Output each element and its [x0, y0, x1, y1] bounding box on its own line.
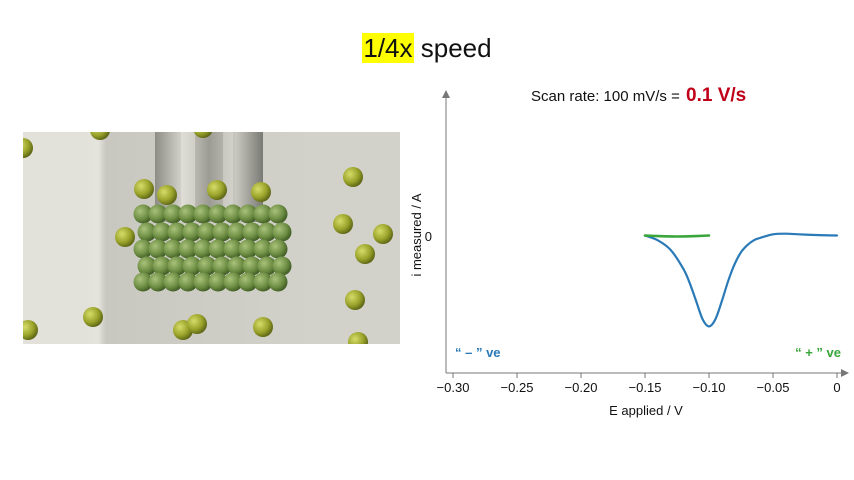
x-tick-label: −0.25: [501, 380, 534, 395]
free-particle: [345, 290, 365, 310]
scan-rate-text: Scan rate: 100 mV/s =: [531, 88, 680, 105]
free-particle: [333, 214, 353, 234]
deposited-particle: [167, 256, 187, 276]
deposited-particle: [268, 272, 288, 292]
free-particle: [23, 138, 33, 158]
deposited-particle: [197, 222, 217, 242]
deposited-particle: [208, 204, 228, 224]
x-tick-label: 0: [833, 380, 840, 395]
free-particle: [348, 332, 368, 344]
negative-annotation: “ – ” ve: [455, 345, 501, 360]
deposited-particle: [227, 222, 247, 242]
free-particle: [23, 320, 38, 340]
free-particle: [115, 227, 135, 247]
speed-factor: 1/4x: [362, 33, 414, 63]
free-particle: [251, 182, 271, 202]
deposited-particle: [148, 272, 168, 292]
deposited-particle: [137, 222, 157, 242]
free-particles: [23, 132, 393, 344]
deposited-particle: [163, 204, 183, 224]
deposited-particle: [238, 272, 258, 292]
deposited-particle: [163, 239, 183, 259]
deposited-particle: [253, 272, 273, 292]
deposited-particle: [137, 256, 157, 276]
deposited-particle: [223, 272, 243, 292]
deposited-particle: [227, 256, 247, 276]
deposited-particle: [133, 272, 153, 292]
deposited-particle: [182, 256, 202, 276]
x-tick-label: −0.15: [629, 380, 662, 395]
deposited-particle: [152, 256, 172, 276]
free-particle: [343, 167, 363, 187]
free-particle: [373, 224, 393, 244]
deposited-particle: [148, 239, 168, 259]
electrode-rod-highlight: [181, 132, 195, 222]
cyclic-voltammogram: −0.30 −0.25 −0.20 −0.15 −0.10 −0.05 0 0 i meas…: [409, 90, 849, 418]
free-particle: [157, 185, 177, 205]
deposited-particle: [152, 222, 172, 242]
deposited-particle: [272, 256, 292, 276]
scan-rate-value: 0.1 V/s: [686, 85, 747, 106]
x-axis-arrow: [841, 369, 849, 377]
electrode-rod-highlight: [223, 132, 233, 222]
deposited-particle: [208, 272, 228, 292]
deposited-particle: [148, 204, 168, 224]
deposited-particle: [178, 204, 198, 224]
deposited-particle: [242, 256, 262, 276]
deposited-particle: [193, 272, 213, 292]
deposited-particle: [253, 239, 273, 259]
deposited-particle: [223, 239, 243, 259]
deposited-particle: [272, 222, 292, 242]
free-particle: [207, 180, 227, 200]
speed-title: 1/4x speed: [0, 33, 854, 64]
x-tick-label: −0.10: [693, 380, 726, 395]
y-zero-label: 0: [425, 229, 432, 244]
scan-rate-label: Scan rate: 100 mV/s = 0.1 V/s: [531, 85, 746, 107]
deposited-particle: [242, 222, 262, 242]
deposited-particle: [193, 239, 213, 259]
deposited-particle: [163, 272, 183, 292]
deposited-particle: [223, 204, 243, 224]
deposited-particle: [133, 239, 153, 259]
deposited-particle: [133, 204, 153, 224]
deposited-particle: [238, 239, 258, 259]
background-panel: [23, 132, 83, 344]
x-tick-label: −0.20: [565, 380, 598, 395]
speed-word: speed: [420, 33, 492, 63]
deposited-particle: [212, 256, 232, 276]
deposited-particle: [268, 239, 288, 259]
plot-area: [643, 232, 839, 328]
free-particle: [193, 132, 213, 138]
free-particle: [134, 179, 154, 199]
x-ticks: −0.30 −0.25 −0.20 −0.15 −0.10 −0.05 0: [437, 373, 841, 395]
deposit-cluster: [133, 204, 292, 292]
deposited-particle: [212, 222, 232, 242]
electrode-scene: [23, 132, 400, 344]
x-tick-label: −0.05: [757, 380, 790, 395]
deposited-particle: [167, 222, 187, 242]
free-particle: [355, 244, 375, 264]
series-line: [643, 232, 839, 328]
free-particle: [90, 132, 110, 140]
x-axis-label: E applied / V: [609, 403, 683, 418]
y-axis-label: i measured / A: [409, 193, 424, 276]
deposited-particle: [178, 239, 198, 259]
deposited-particle: [197, 256, 217, 276]
deposited-particle: [182, 222, 202, 242]
series-line: [643, 234, 711, 238]
deposited-particle: [253, 204, 273, 224]
deposited-particle: [178, 272, 198, 292]
deposited-particle: [257, 222, 277, 242]
free-particle: [187, 314, 207, 334]
free-particle: [83, 307, 103, 327]
x-tick-label: −0.30: [437, 380, 470, 395]
free-particle: [253, 317, 273, 337]
deposited-particle: [208, 239, 228, 259]
deposited-particle: [257, 256, 277, 276]
deposited-particle: [238, 204, 258, 224]
y-axis-arrow: [442, 90, 450, 98]
positive-annotation: “ + ” ve: [795, 345, 841, 360]
deposited-particle: [268, 204, 288, 224]
deposited-particle: [193, 204, 213, 224]
